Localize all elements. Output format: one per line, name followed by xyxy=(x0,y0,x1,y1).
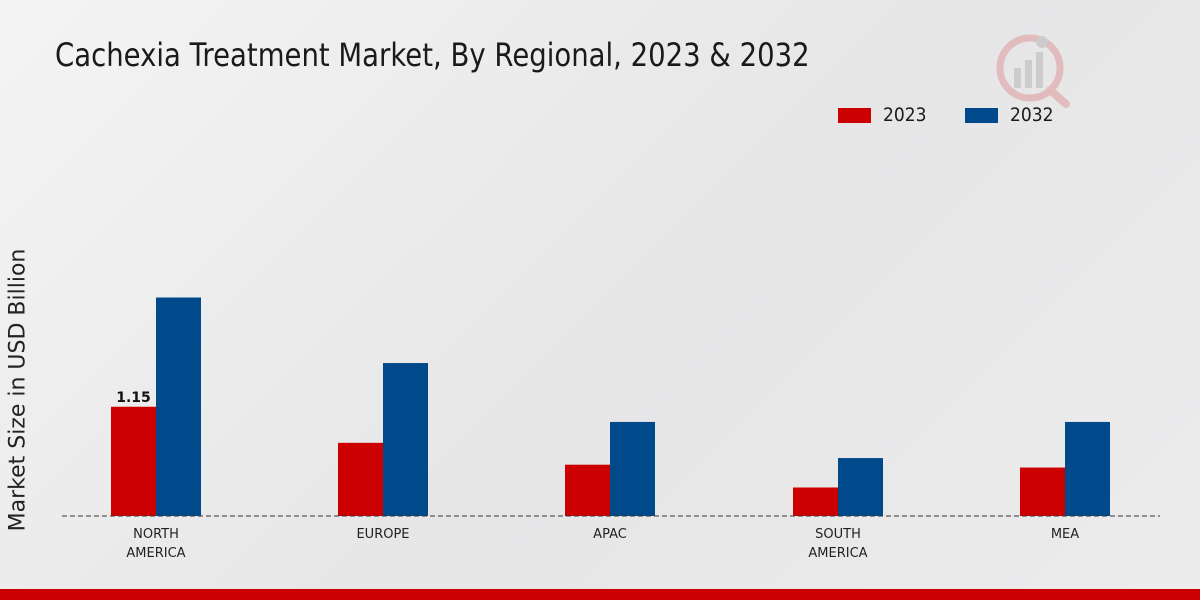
chart-legend: 2023 2032 xyxy=(838,104,1093,126)
bar-2023-3 xyxy=(793,487,838,516)
legend-label-2032: 2032 xyxy=(1010,104,1054,126)
bar-2032-0 xyxy=(156,297,201,516)
x-tick-label-3: SOUTH AMERICA xyxy=(808,527,867,561)
legend-label-2023: 2023 xyxy=(883,104,927,126)
chart-title: Cachexia Treatment Market, By Regional, … xyxy=(55,36,810,74)
data-label-0: 1.15 xyxy=(116,390,151,406)
bar-2023-2 xyxy=(565,464,610,516)
bar-2032-3 xyxy=(838,458,883,516)
bar-2032-1 xyxy=(383,363,428,516)
watermark-logo-icon xyxy=(996,34,1070,108)
bottom-accent-bar xyxy=(0,589,1200,600)
legend-swatch-2032 xyxy=(965,107,999,123)
bar-2032-2 xyxy=(610,421,655,516)
x-tick-label-2: APAC xyxy=(593,527,627,542)
bar-2023-1 xyxy=(338,442,383,516)
bar-2032-4 xyxy=(1065,421,1110,516)
legend-item-2032: 2032 xyxy=(965,104,1058,126)
legend-item-2023: 2023 xyxy=(838,104,931,126)
bar-2023-4 xyxy=(1020,467,1065,516)
x-tick-label-1: EUROPE xyxy=(356,527,409,542)
legend-swatch-2023 xyxy=(838,107,871,123)
x-tick-label-4: MEA xyxy=(1051,527,1079,542)
x-tick-label-0: NORTH AMERICA xyxy=(126,527,185,561)
bar-2023-0 xyxy=(111,406,156,516)
